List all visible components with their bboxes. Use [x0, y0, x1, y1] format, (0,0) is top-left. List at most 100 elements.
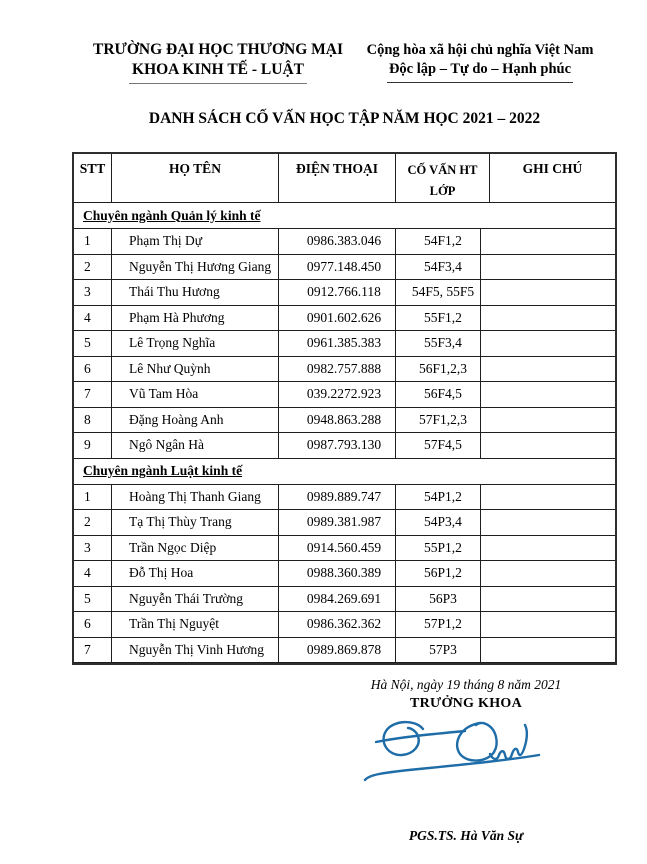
cell-co-van-ht-lop: 56P1,2	[396, 561, 481, 586]
cell-dien-thoai: 0986.362.362	[279, 612, 396, 637]
cell-stt: 1	[74, 484, 112, 509]
cell-ghi-chu	[481, 382, 615, 407]
section-heading: Chuyên ngành Luật kinh tế	[83, 463, 243, 478]
cell-ho-ten: Nguyễn Thị Hương Giang	[112, 254, 279, 279]
cell-co-van-ht-lop: 54F1,2	[396, 229, 481, 254]
cell-co-van-ht-lop: 54F3,4	[396, 254, 481, 279]
cell-stt: 5	[74, 331, 112, 356]
advisors-table: STT HỌ TÊN ĐIỆN THOẠI CỐ VẤN HT LỚP GHI …	[72, 152, 617, 665]
table-row: 9 Ngô Ngân Hà 0987.793.130 57F4,5	[74, 433, 615, 459]
cell-dien-thoai: 0989.381.987	[279, 510, 396, 535]
table-header-row: STT HỌ TÊN ĐIỆN THOẠI CỐ VẤN HT LỚP GHI …	[74, 154, 615, 203]
table-row: 3 Trần Ngọc Diệp 0914.560.459 55P1,2	[74, 535, 615, 561]
table-row: 1 Hoàng Thị Thanh Giang 0989.889.747 54P…	[74, 484, 615, 510]
col-header-ghi-chu: GHI CHÚ	[522, 161, 583, 176]
col-header-ho-ten: HỌ TÊN	[112, 154, 279, 202]
cell-ho-ten: Đặng Hoàng Anh	[112, 407, 279, 432]
table-body: Chuyên ngành Quản lý kinh tế 1 Phạm Thị …	[74, 203, 615, 663]
table-row: 2 Tạ Thị Thùy Trang 0989.381.987 54P3,4	[74, 510, 615, 536]
cell-stt: 9	[74, 433, 112, 458]
cell-dien-thoai: 0987.793.130	[279, 433, 396, 458]
cell-ghi-chu	[481, 229, 615, 254]
cell-co-van-ht-lop: 55F1,2	[396, 305, 481, 330]
cell-dien-thoai: 0988.360.389	[279, 561, 396, 586]
table-row: 8 Đặng Hoàng Anh 0948.863.288 57F1,2,3	[74, 407, 615, 433]
cell-ho-ten: Thái Thu Hương	[112, 280, 279, 305]
cell-ho-ten: Nguyễn Thái Trường	[112, 586, 279, 611]
cell-ho-ten: Lê Như Quỳnh	[112, 356, 279, 381]
cell-ghi-chu	[481, 485, 615, 510]
table-row: 5 Lê Trọng Nghĩa 0961.385.383 55F3,4	[74, 331, 615, 357]
cell-ho-ten: Trần Thị Nguyệt	[112, 612, 279, 637]
cell-ghi-chu	[481, 561, 615, 586]
signer-title: TRƯỞNG KHOA	[409, 696, 523, 711]
cell-dien-thoai: 0977.148.450	[279, 254, 396, 279]
cell-dien-thoai: 0982.757.888	[279, 356, 396, 381]
cell-stt: 2	[74, 254, 112, 279]
cell-ho-ten: Vũ Tam Hòa	[112, 382, 279, 407]
cell-stt: 1	[74, 229, 112, 254]
table-row: 7 Vũ Tam Hòa 039.2272.923 56F4,5	[74, 382, 615, 408]
table-row: 6 Trần Thị Nguyệt 0986.362.362 57P1,2	[74, 612, 615, 638]
cell-co-van-ht-lop: 56F4,5	[396, 382, 481, 407]
cell-co-van-ht-lop: 56P3	[396, 586, 481, 611]
cell-ghi-chu	[481, 638, 615, 663]
faculty-name: KHOA KINH TẾ - LUẬT	[78, 60, 358, 84]
place-date: Hà Nội, ngày 19 tháng 8 năm 2021	[370, 677, 562, 692]
cell-ho-ten: Tạ Thị Thùy Trang	[112, 510, 279, 535]
table-row: 2 Nguyễn Thị Hương Giang 0977.148.450 54…	[74, 254, 615, 280]
signature-strokes	[363, 720, 541, 782]
cell-dien-thoai: 0989.889.747	[279, 484, 396, 509]
cell-stt: 4	[74, 305, 112, 330]
cell-dien-thoai: 0961.385.383	[279, 331, 396, 356]
cell-co-van-ht-lop: 57F1,2,3	[396, 407, 481, 432]
cell-co-van-ht-lop: 56F1,2,3	[396, 356, 481, 381]
cell-dien-thoai: 0986.383.046	[279, 229, 396, 254]
signer-name: PGS.TS. Hà Văn Sự	[408, 828, 524, 843]
cell-dien-thoai: 0989.869.878	[279, 637, 396, 662]
motto-line: Độc lập – Tự do – Hạnh phúc	[348, 60, 612, 83]
cell-ghi-chu	[481, 612, 615, 637]
cell-co-van-ht-lop: 57P1,2	[396, 612, 481, 637]
cell-dien-thoai: 0912.766.118	[279, 280, 396, 305]
cell-stt: 5	[74, 586, 112, 611]
cell-dien-thoai: 0948.863.288	[279, 407, 396, 432]
cell-ho-ten: Nguyễn Thị Vinh Hương	[112, 637, 279, 662]
col-header-dien-thoai: ĐIỆN THOẠI	[279, 154, 396, 202]
cell-ghi-chu	[481, 306, 615, 331]
handwritten-signature	[363, 720, 541, 782]
country-line: Cộng hòa xã hội chủ nghĩa Việt Nam	[366, 42, 594, 58]
cell-stt: 7	[74, 637, 112, 662]
cell-ho-ten: Phạm Thị Dự	[112, 229, 279, 254]
cell-ghi-chu	[481, 587, 615, 612]
table-row: 6 Lê Như Quỳnh 0982.757.888 56F1,2,3	[74, 356, 615, 382]
cell-ho-ten: Đỗ Thị Hoa	[112, 561, 279, 586]
cell-dien-thoai: 0914.560.459	[279, 535, 396, 560]
cell-co-van-ht-lop: 54P1,2	[396, 484, 481, 509]
col-header-co-van-ht-lop: CỐ VẤN HT LỚP	[396, 154, 490, 202]
cell-ho-ten: Trần Ngọc Diệp	[112, 535, 279, 560]
cell-stt: 3	[74, 535, 112, 560]
signature-block: Hà Nội, ngày 19 tháng 8 năm 2021 TRƯỞNG …	[330, 677, 602, 844]
cell-dien-thoai: 0984.269.691	[279, 586, 396, 611]
cell-dien-thoai: 0901.602.626	[279, 305, 396, 330]
university-name: TRƯỜNG ĐẠI HỌC THƯƠNG MẠI	[92, 41, 343, 58]
cell-stt: 2	[74, 510, 112, 535]
cell-ghi-chu	[481, 510, 615, 535]
table-row: 3 Thái Thu Hương 0912.766.118 54F5, 55F5	[74, 280, 615, 306]
cell-dien-thoai: 039.2272.923	[279, 382, 396, 407]
cell-stt: 4	[74, 561, 112, 586]
cell-ho-ten: Ngô Ngân Hà	[112, 433, 279, 458]
cell-stt: 3	[74, 280, 112, 305]
cell-ghi-chu	[481, 331, 615, 356]
cell-ho-ten: Phạm Hà Phương	[112, 305, 279, 330]
section-row: Chuyên ngành Luật kinh tế	[74, 459, 615, 485]
cell-stt: 8	[74, 407, 112, 432]
cell-co-van-ht-lop: 57P3	[396, 637, 481, 662]
table-row: 5 Nguyễn Thái Trường 0984.269.691 56P3	[74, 586, 615, 612]
cell-ho-ten: Lê Trọng Nghĩa	[112, 331, 279, 356]
cell-co-van-ht-lop: 54P3,4	[396, 510, 481, 535]
cell-stt: 6	[74, 612, 112, 637]
cell-ghi-chu	[481, 408, 615, 433]
